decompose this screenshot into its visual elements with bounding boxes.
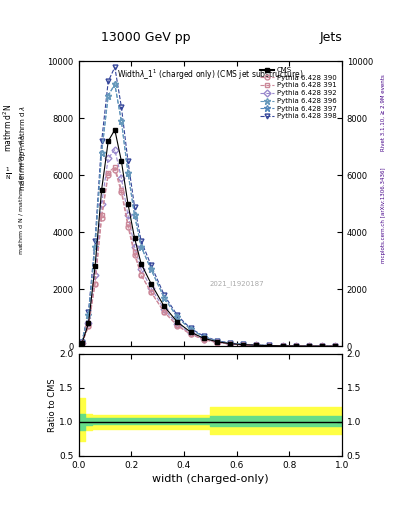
Text: Width$\lambda\_1^1$ (charged only) (CMS jet substructure): Width$\lambda\_1^1$ (charged only) (CMS …: [117, 67, 304, 81]
X-axis label: width (charged-only): width (charged-only): [152, 474, 268, 484]
Y-axis label: Ratio to CMS: Ratio to CMS: [48, 378, 57, 432]
Text: mathrm d$^2$N: mathrm d$^2$N: [2, 104, 14, 152]
Text: Rivet 3.1.10, ≥ 2.9M events: Rivet 3.1.10, ≥ 2.9M events: [381, 74, 386, 151]
Text: mathrm d$\,p_T\,$mathrm d$\,\lambda$: mathrm d$\,p_T\,$mathrm d$\,\lambda$: [18, 105, 29, 191]
Text: 13000 GeV pp: 13000 GeV pp: [101, 31, 190, 44]
Text: Jets: Jets: [319, 31, 342, 44]
Text: $\frac{1}{\mathrm{N}}$: $\frac{1}{\mathrm{N}}$: [5, 166, 11, 182]
Text: mcplots.cern.ch [arXiv:1306.3436]: mcplots.cern.ch [arXiv:1306.3436]: [381, 167, 386, 263]
Legend: CMS, Pythia 6.428 390, Pythia 6.428 391, Pythia 6.428 392, Pythia 6.428 396, Pyt: CMS, Pythia 6.428 390, Pythia 6.428 391,…: [258, 65, 338, 121]
Text: 2021_I1920187: 2021_I1920187: [209, 280, 264, 287]
Text: mathrm d N / mathrm d$\,p_T\,$mathrm d$\,\lambda$: mathrm d N / mathrm d$\,p_T\,$mathrm d$\…: [17, 134, 26, 255]
